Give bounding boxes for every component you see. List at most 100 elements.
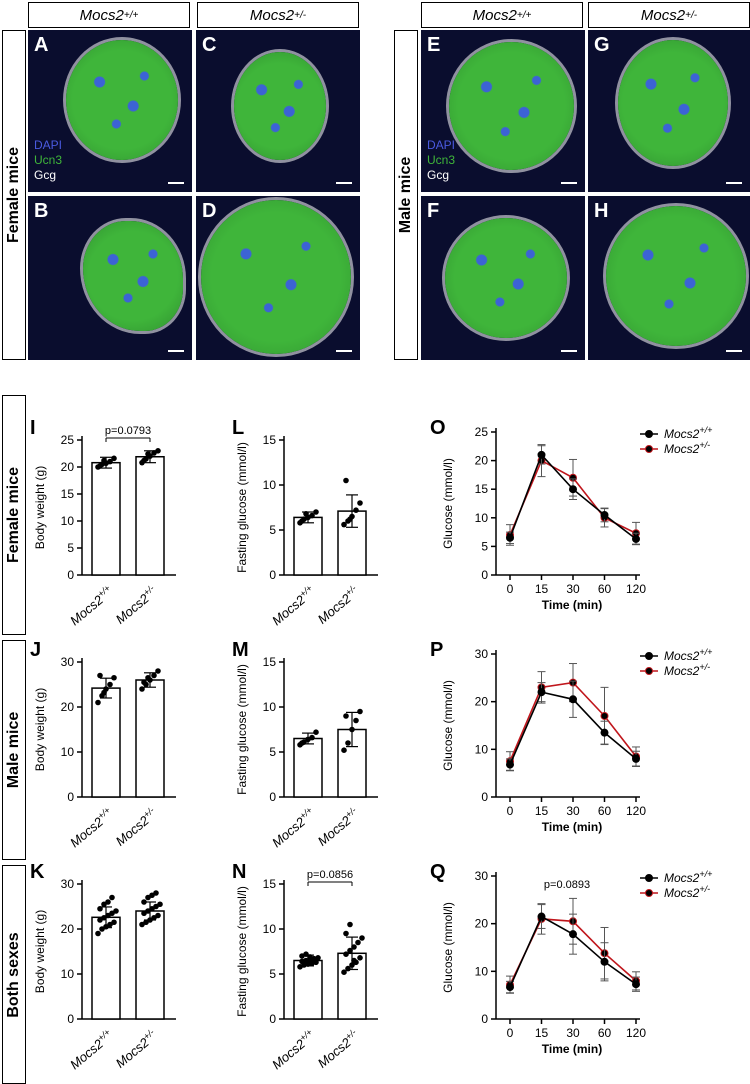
islet-image (606, 206, 746, 346)
x-tick-label: 0 (507, 804, 514, 818)
panel-letter: Q (430, 862, 446, 883)
legend-label: Mocs2+/+ (664, 425, 712, 441)
x-tick-label: Mocs2+/+ (66, 1027, 116, 1072)
y-tick-label: 10 (263, 700, 277, 714)
series-marker (632, 754, 640, 763)
x-tick-label: Mocs2+/+ (268, 583, 318, 628)
row-label-male: Male mice (2, 640, 26, 860)
data-point (351, 957, 357, 964)
y-axis-label: Fasting glucose (mmol/l) (235, 886, 249, 1017)
x-tick-label: 0 (507, 1026, 514, 1040)
data-point (357, 708, 363, 715)
series-marker (569, 485, 577, 494)
data-point (141, 457, 147, 464)
series-marker (506, 533, 514, 542)
side-label-text: Female mice (5, 146, 22, 244)
series-marker (537, 912, 546, 921)
data-point (359, 935, 365, 941)
y-tick-label: 0 (67, 568, 74, 582)
series-marker (569, 695, 577, 704)
y-tick-label: 5 (67, 541, 74, 555)
chart-l-fasting-glucose-female: L 0 5 10 15 Fasting glucose (mmol/l) Mocs2+/+ M… (232, 418, 378, 628)
y-tick-label: 10 (61, 967, 75, 981)
data-point (357, 500, 363, 506)
data-point (313, 509, 319, 515)
header-gene: Mocs2 (640, 6, 686, 24)
x-tick-label: 15 (535, 1026, 549, 1040)
micrograph-panel-a: A DAPI Ucn3 Gcg (28, 30, 192, 192)
y-tick-label: 20 (475, 695, 489, 709)
y-axis-label: Body weight (g) (33, 466, 47, 549)
scale-bar (168, 350, 184, 352)
micrograph-panel-f: F (421, 196, 585, 360)
y-tick-label: 25 (61, 433, 75, 447)
data-point (347, 921, 353, 928)
series-marker (537, 450, 546, 459)
x-tick-label: 30 (566, 804, 580, 818)
data-point (343, 713, 349, 719)
row-label-both: Both sexes (2, 865, 26, 1084)
series-marker (600, 711, 609, 720)
y-tick-label: 5 (269, 745, 276, 759)
data-point (353, 717, 359, 724)
series-marker (537, 688, 546, 697)
data-point (343, 477, 349, 484)
y-tick-label: 20 (61, 922, 75, 936)
micrograph-panel-b: B (28, 196, 192, 360)
scale-bar (561, 350, 577, 352)
micrograph-panel-e: E DAPI Ucn3 Gcg (421, 30, 585, 192)
y-tick-label: 10 (475, 742, 489, 756)
scale-bar (168, 182, 184, 184)
y-tick-label: 10 (263, 478, 277, 492)
data-point (341, 969, 347, 975)
chart-n-fasting-glucose-both: N 0 5 10 15 Fasting glucose (mmol/l) Mocs2+/+ M… (232, 862, 378, 1072)
panel-letter: P (430, 640, 443, 661)
y-tick-label: 20 (475, 454, 489, 468)
islet-image (234, 52, 326, 160)
panel-letter: N (232, 862, 246, 883)
chart-k-body-weight-both: K 0 10 20 30 Body weight (g) Mocs2+/+ Mocs2+/- (30, 862, 176, 1072)
series-marker (600, 510, 609, 519)
y-tick-label: 30 (475, 647, 489, 661)
data-point (343, 930, 349, 937)
bar (337, 952, 367, 1020)
data-point (347, 947, 353, 954)
y-tick-label: 5 (481, 539, 488, 553)
y-tick-label: 15 (475, 482, 489, 496)
header-genotype: +/+ (123, 9, 139, 21)
x-tick-label: 60 (598, 1026, 612, 1040)
x-tick-label: Mocs2+/+ (268, 805, 318, 850)
data-point (299, 518, 305, 524)
y-tick-label: 0 (269, 1012, 276, 1026)
x-tick-label: 120 (626, 804, 646, 818)
x-tick-label: Mocs2+/- (314, 1027, 362, 1071)
x-axis-label: Time (min) (542, 820, 602, 834)
islet-image (201, 200, 351, 354)
data-point (109, 894, 115, 901)
y-tick-label: 20 (61, 460, 75, 474)
header-wt-right: Mocs2 +/+ (421, 2, 583, 28)
data-point (157, 901, 163, 908)
y-tick-label: 30 (475, 869, 489, 883)
y-tick-label: 0 (269, 568, 276, 582)
data-point (315, 955, 321, 961)
panel-letter: F (427, 200, 440, 222)
bar (293, 516, 323, 576)
x-tick-label: 120 (626, 1026, 646, 1040)
x-tick-label: Mocs2+/+ (66, 805, 116, 850)
data-point (111, 919, 117, 926)
x-tick-label: 15 (535, 582, 549, 596)
x-tick-label: 60 (598, 804, 612, 818)
series-marker (506, 983, 514, 992)
panel-letter: D (202, 200, 217, 222)
legend-marker (645, 667, 653, 675)
y-tick-label: 10 (61, 514, 75, 528)
legend-label: Mocs2+/- (664, 884, 710, 900)
data-point (351, 944, 357, 950)
y-tick-label: 0 (269, 790, 276, 804)
header-het-left: Mocs2 +/- (197, 2, 359, 28)
data-point (341, 521, 347, 528)
data-point (139, 686, 145, 692)
x-tick-label: 60 (598, 582, 612, 596)
x-tick-label: Mocs2+/+ (268, 1027, 318, 1072)
